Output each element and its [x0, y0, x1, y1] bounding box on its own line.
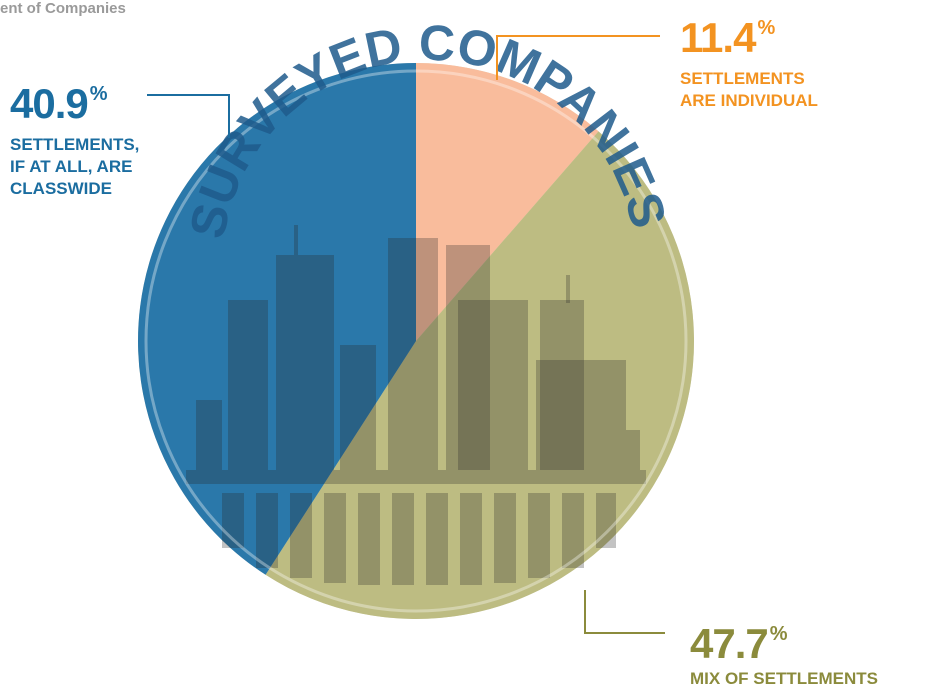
category-label: SETTLEMENTS, IF AT ALL, ARE CLASSWIDE	[10, 134, 139, 200]
title: ent of Companies	[0, 0, 126, 17]
value-number: 11.4	[680, 14, 755, 61]
value-unit: %	[90, 83, 107, 105]
slice-label: 47.7%MIX OF SETTLEMENTS	[690, 612, 878, 690]
value-unit: %	[757, 17, 774, 39]
category-label: MIX OF SETTLEMENTS	[690, 668, 878, 690]
slice-label: 40.9% SETTLEMENTS, IF AT ALL, ARE CLASSWI…	[10, 72, 139, 200]
slice-label: 11.4% SETTLEMENTS ARE INDIVIDUAL	[680, 6, 818, 112]
value-label: 47.7%	[690, 612, 878, 666]
category-label: SETTLEMENTS ARE INDIVIDUAL	[680, 68, 818, 112]
value-label: 11.4%	[680, 6, 818, 60]
value-number: 47.7	[690, 620, 768, 667]
page: SURVEYED COMPANIES ent of Companies 11.4…	[0, 0, 941, 692]
value-label: 40.9%	[10, 72, 139, 126]
value-number: 40.9	[10, 80, 88, 127]
value-unit: %	[770, 623, 787, 645]
